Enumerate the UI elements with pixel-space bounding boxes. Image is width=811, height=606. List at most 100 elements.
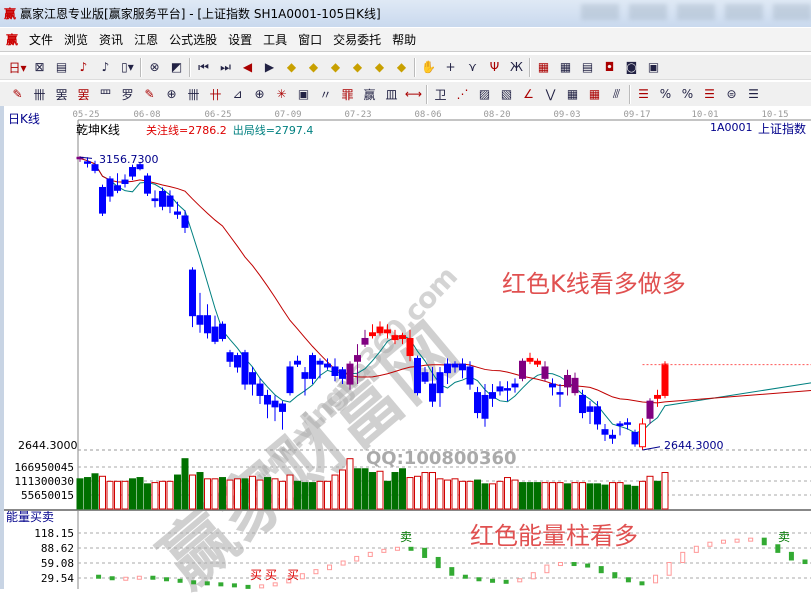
toolbar2-tool-icon-17[interactable]: 皿 bbox=[385, 87, 398, 102]
toolbar1-tool-icon-13[interactable]: ▶ bbox=[264, 60, 275, 74]
candle-body bbox=[504, 388, 511, 391]
energy-bar bbox=[435, 556, 441, 569]
toolbar2-tool-icon-35[interactable]: ☰ bbox=[748, 87, 759, 101]
toolbar2-tool-icon-11[interactable]: ⊕ bbox=[254, 87, 265, 101]
toolbar1-tool-icon-17[interactable]: ◆ bbox=[352, 60, 363, 74]
toolbar2-tool-icon-33[interactable]: ☰ bbox=[704, 87, 715, 101]
toolbar1-tool-icon-8[interactable]: ◩ bbox=[170, 60, 183, 74]
toolbar1-tool-icon-1[interactable]: ⊠ bbox=[34, 60, 45, 74]
energy-bar bbox=[177, 578, 183, 583]
menu-item-1[interactable]: 浏览 bbox=[64, 33, 89, 47]
toolbar1-tool-icon-15[interactable]: ◆ bbox=[308, 60, 319, 74]
toolbar2-tool-icon-18[interactable]: ⟷ bbox=[404, 87, 423, 101]
toolbar2-tool-icon-3[interactable]: 罢 bbox=[77, 87, 90, 102]
candle-body bbox=[301, 372, 309, 379]
candle-body bbox=[466, 366, 474, 385]
toolbar2-tool-icon-34[interactable]: ⊜ bbox=[726, 87, 737, 101]
toolbar2-tool-icon-9[interactable]: 卄 bbox=[209, 87, 222, 102]
toolbar1-tool-icon-23[interactable]: ⋎ bbox=[468, 60, 477, 74]
menu-item-4[interactable]: 公式选股 bbox=[169, 33, 218, 47]
toolbar2-tool-icon-10[interactable]: ⊿ bbox=[232, 87, 243, 101]
menu-item-2[interactable]: 资讯 bbox=[99, 33, 124, 47]
toolbar2-tool-icon-13[interactable]: ▣ bbox=[297, 87, 310, 101]
candle-body bbox=[361, 337, 369, 345]
toolbar1-tool-icon-2[interactable]: ▤ bbox=[55, 60, 68, 74]
toolbar1-tool-icon-18[interactable]: ◆ bbox=[374, 60, 385, 74]
toolbar1-tool-icon-30[interactable]: ◘ bbox=[604, 60, 615, 74]
volume-bar bbox=[354, 468, 361, 510]
toolbar1-tool-icon-25[interactable]: Ж bbox=[510, 60, 523, 74]
toolbar2-tool-icon-14[interactable]: 〃 bbox=[319, 87, 332, 102]
candle-body bbox=[541, 366, 549, 379]
toolbar1-tool-icon-19[interactable]: ◆ bbox=[396, 60, 407, 74]
toolbar1-tool-icon-32[interactable]: ▣ bbox=[647, 60, 660, 74]
menu-logo-icon[interactable]: 赢 bbox=[6, 33, 19, 47]
energy-bar bbox=[612, 572, 618, 579]
toolbar1-tool-icon-29[interactable]: ▤ bbox=[581, 60, 594, 74]
signal-lines: 关注线=2786.2 出局线=2797.4 bbox=[146, 122, 313, 138]
toolbar2-tool-icon-12[interactable]: ✳ bbox=[276, 87, 287, 101]
toolbar2-tool-icon-5[interactable]: 罗 bbox=[121, 87, 134, 102]
menu-item-9[interactable]: 帮助 bbox=[392, 33, 417, 47]
volume-bar bbox=[309, 482, 316, 510]
volume-bar bbox=[511, 479, 519, 510]
candle-body bbox=[451, 363, 459, 368]
toolbar2-tool-icon-26[interactable]: ▦ bbox=[566, 87, 579, 101]
menu-item-6[interactable]: 工具 bbox=[263, 33, 288, 47]
toolbar1-tool-icon-3[interactable]: ♪ bbox=[79, 60, 88, 74]
menu-item-7[interactable]: 窗口 bbox=[298, 33, 323, 47]
toolbar2-tool-icon-20[interactable]: 卫 bbox=[434, 87, 447, 102]
toolbar2-tool-icon-8[interactable]: 卌 bbox=[187, 87, 200, 102]
toolbar1-tool-icon-24[interactable]: Ψ bbox=[489, 60, 500, 74]
volume-axis-label: 111300030 bbox=[14, 475, 74, 488]
toolbar2-tool-icon-31[interactable]: % bbox=[659, 87, 672, 101]
toolbar1-tool-icon-31[interactable]: ◙ bbox=[625, 60, 638, 74]
candle-body bbox=[391, 335, 399, 341]
toolbar2-tool-icon-25[interactable]: ⋁ bbox=[545, 87, 556, 101]
toolbar1-tool-icon-27[interactable]: ▦ bbox=[537, 60, 550, 74]
toolbar1-tool-icon-7[interactable]: ⊗ bbox=[149, 60, 160, 74]
energy-bar bbox=[123, 576, 129, 581]
toolbar2-tool-icon-1[interactable]: 卌 bbox=[33, 87, 46, 102]
toolbar1-tool-icon-21[interactable]: ✋ bbox=[421, 60, 436, 74]
toolbar2-tool-icon-6[interactable]: ✎ bbox=[144, 87, 155, 101]
toolbar2-tool-icon-16[interactable]: 赢 bbox=[363, 87, 376, 102]
menu-item-3[interactable]: 江恩 bbox=[134, 33, 159, 47]
volume-bar bbox=[91, 473, 99, 510]
toolbar1-tool-icon-14[interactable]: ◆ bbox=[286, 60, 297, 74]
candle-body bbox=[181, 215, 189, 228]
toolbar1-tool-icon-11[interactable]: ⏭ bbox=[220, 59, 231, 74]
toolbar1-tool-icon-28[interactable]: ▦ bbox=[559, 60, 572, 74]
toolbar2-tool-icon-27[interactable]: ▦ bbox=[588, 87, 601, 101]
toolbar1-tool-icon-10[interactable]: ⏮ bbox=[198, 59, 209, 74]
candle-body bbox=[421, 372, 429, 382]
toolbar2-tool-icon-4[interactable]: 罒 bbox=[99, 87, 112, 102]
volume-bar bbox=[331, 474, 339, 510]
toolbar2-tool-icon-15[interactable]: 罪 bbox=[341, 87, 354, 102]
toolbar2-tool-icon-7[interactable]: ⊕ bbox=[166, 87, 177, 101]
toolbar2-tool-icon-32[interactable]: % bbox=[681, 87, 694, 101]
toolbar2-tool-icon-28[interactable]: ⫻ bbox=[612, 86, 621, 101]
volume-bar bbox=[616, 482, 624, 510]
toolbar1-tool-icon-22[interactable]: + bbox=[445, 60, 456, 74]
toolbar1-tool-icon-16[interactable]: ◆ bbox=[330, 60, 341, 74]
candle-body bbox=[204, 315, 211, 334]
toolbar2-tool-icon-2[interactable]: 罢 bbox=[55, 87, 68, 102]
menu-item-5[interactable]: 设置 bbox=[228, 33, 253, 47]
menu-item-0[interactable]: 文件 bbox=[29, 33, 54, 47]
kline-chart[interactable]: 赢家财富网 www.yingjia360.com 05-25 06-08 06-25… bbox=[0, 106, 811, 603]
toolbar2-tool-icon-23[interactable]: ▧ bbox=[500, 87, 513, 101]
toolbar2-tool-icon-21[interactable]: ⋰ bbox=[456, 87, 469, 101]
volume-bar bbox=[316, 480, 324, 510]
toolbar2-tool-icon-22[interactable]: ▨ bbox=[478, 87, 491, 101]
menu-item-8[interactable]: 交易委托 bbox=[333, 33, 382, 47]
volume-bar bbox=[114, 480, 121, 510]
toolbar2-tool-icon-30[interactable]: ☰ bbox=[638, 87, 649, 101]
toolbar2-tool-icon-0[interactable]: ✎ bbox=[12, 87, 23, 101]
toolbar1-tool-icon-0[interactable]: 日▾ bbox=[8, 60, 27, 75]
volume-bar bbox=[249, 475, 256, 510]
toolbar2-tool-icon-24[interactable]: ∠ bbox=[523, 87, 534, 101]
toolbar1-tool-icon-4[interactable]: ♪ bbox=[101, 60, 110, 74]
toolbar1-tool-icon-5[interactable]: ▯▾ bbox=[121, 60, 134, 74]
toolbar1-tool-icon-12[interactable]: ◀ bbox=[242, 60, 253, 74]
